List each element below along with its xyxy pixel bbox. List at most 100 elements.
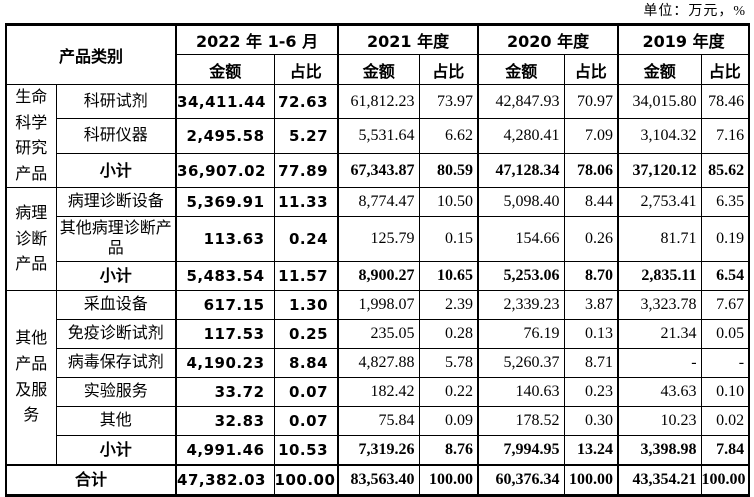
- cell-2019-ratio: 100.00: [700, 463, 750, 497]
- cell-2019-amount: 3,323.78: [617, 290, 702, 321]
- cell-2022-ratio: 72.63: [273, 83, 339, 120]
- table-row: 病毒保存试剂 4,190.23 8.84 4,827.88 5.78 5,260…: [6, 348, 750, 379]
- header-ratio-2019: 占比: [700, 54, 750, 85]
- header-year-2020: 2020 年度: [477, 24, 619, 55]
- cell-2022-ratio: 0.07: [273, 377, 339, 408]
- table-row: 生命科学研究产品 科研试剂 34,411.44 72.63 61,812.23 …: [5, 83, 750, 189]
- cell-2020-amount: 60,376.34: [477, 463, 565, 497]
- cell-2019-ratio: 0.02: [700, 406, 750, 437]
- row-label-subtotal: 小计: [55, 152, 177, 189]
- cell-2021-amount: 67,343.87: [337, 152, 420, 189]
- cell-2020-ratio: 8.44: [563, 187, 619, 218]
- cell-2019-amount: 43.63: [617, 377, 702, 408]
- cell-2020-amount: 4,280.41: [477, 118, 565, 154]
- group-label-pathology-products: 病理诊断产品: [5, 187, 57, 292]
- cell-2021-amount: 1,998.07: [337, 290, 420, 321]
- header-product-category: 产品类别: [5, 24, 177, 85]
- row-label-immuno-diagnostic-reagents: 免疫诊断试剂: [55, 319, 177, 350]
- cell-2021-ratio: 10.50: [418, 187, 479, 218]
- cell-2021-amount: 5,531.64: [337, 118, 420, 154]
- cell-2019-ratio: 0.05: [700, 319, 750, 350]
- cell-2019-ratio: 85.62: [700, 152, 750, 189]
- cell-2019-ratio: 6.35: [700, 187, 750, 218]
- cell-2020-amount: 178.52: [477, 406, 565, 437]
- cell-2022-ratio: 8.84: [273, 348, 339, 379]
- cell-2022-ratio: 77.89: [273, 152, 339, 189]
- header-ratio-2021: 占比: [418, 54, 479, 85]
- cell-2019-ratio: 78.46: [700, 83, 750, 120]
- row-label-grand-total: 合计: [5, 463, 177, 497]
- cell-2022-amount: 4,190.23: [175, 348, 275, 379]
- cell-2021-ratio: 0.09: [418, 406, 479, 437]
- cell-2021-amount: 61,812.23: [337, 83, 420, 120]
- cell-2022-amount: 5,483.54: [175, 261, 275, 292]
- cell-2021-amount: 4,827.88: [337, 348, 420, 379]
- cell-2022-ratio: 0.07: [273, 406, 339, 437]
- unit-label: 单位：万元，%: [643, 4, 746, 19]
- cell-2022-amount: 36,907.02: [175, 152, 275, 189]
- header-amount-2021: 金额: [337, 54, 420, 85]
- cell-2020-ratio: 0.30: [563, 406, 619, 437]
- cell-2021-amount: 7,319.26: [337, 435, 420, 466]
- cell-2019-amount: -: [617, 348, 702, 379]
- cell-2019-ratio: 6.54: [700, 261, 750, 292]
- total-row: 合计 47,382.03 100.00 83,563.40 100.00 60,…: [5, 463, 750, 497]
- group-label-other-products-services: 其他产品及服务: [5, 290, 57, 466]
- table-row: 其他 32.83 0.07 75.84 0.09 178.52 0.30 10.…: [6, 406, 750, 437]
- cell-2022-ratio: 10.53: [273, 435, 339, 466]
- cell-2019-ratio: -: [700, 348, 750, 379]
- cell-2021-ratio: 100.00: [418, 463, 479, 497]
- cell-2019-amount: 10.23: [617, 406, 702, 437]
- cell-2020-ratio: 8.71: [563, 348, 619, 379]
- table-row: 其他病理诊断产品 113.63 0.24 125.79 0.15 154.66 …: [6, 216, 750, 263]
- cell-2019-amount: 2,835.11: [617, 261, 702, 292]
- row-label-subtotal: 小计: [55, 435, 177, 466]
- cell-2019-amount: 3,398.98: [617, 435, 702, 466]
- cell-2021-ratio: 10.65: [418, 261, 479, 292]
- row-label-lab-services: 实验服务: [55, 377, 177, 408]
- cell-2022-ratio: 5.27: [273, 118, 339, 154]
- cell-2020-ratio: 100.00: [563, 463, 619, 497]
- cell-2021-amount: 182.42: [337, 377, 420, 408]
- cell-2021-ratio: 5.78: [418, 348, 479, 379]
- cell-2022-ratio: 100.00: [273, 463, 339, 497]
- header-ratio-2020: 占比: [563, 54, 619, 85]
- cell-2021-amount: 8,774.47: [337, 187, 420, 218]
- group-label-life-science-products: 生命科学研究产品: [5, 83, 57, 189]
- cell-2019-amount: 43,354.21: [617, 463, 702, 497]
- cell-2019-amount: 81.71: [617, 216, 702, 263]
- cell-2020-amount: 7,994.95: [477, 435, 565, 466]
- cell-2020-amount: 76.19: [477, 319, 565, 350]
- cell-2019-amount: 34,015.80: [617, 83, 702, 120]
- cell-2019-ratio: 7.16: [700, 118, 750, 154]
- cell-2020-ratio: 78.06: [563, 152, 619, 189]
- cell-2022-amount: 5,369.91: [175, 187, 275, 218]
- cell-2021-ratio: 0.22: [418, 377, 479, 408]
- cell-2020-ratio: 8.70: [563, 261, 619, 292]
- cell-2022-amount: 4,991.46: [175, 435, 275, 466]
- cell-2020-amount: 2,339.23: [477, 290, 565, 321]
- cell-2022-ratio: 1.30: [273, 290, 339, 321]
- cell-2021-amount: 83,563.40: [337, 463, 420, 497]
- cell-2019-ratio: 0.19: [700, 216, 750, 263]
- subtotal-row: 小计 5,483.54 11.57 8,900.27 10.65 5,253.0…: [6, 261, 750, 292]
- cell-2019-ratio: 0.10: [700, 377, 750, 408]
- row-label-virus-preservation-reagents: 病毒保存试剂: [55, 348, 177, 379]
- header-year-2022: 2022 年 1-6 月: [175, 24, 339, 55]
- cell-2020-amount: 5,260.37: [477, 348, 565, 379]
- cell-2019-amount: 21.34: [617, 319, 702, 350]
- cell-2021-amount: 235.05: [337, 319, 420, 350]
- subtotal-row: 小计 36,907.02 77.89 67,343.87 80.59 47,12…: [6, 152, 750, 189]
- row-label-blood-collection-equipment: 采血设备: [55, 290, 177, 321]
- cell-2022-amount: 34,411.44: [175, 83, 275, 120]
- cell-2021-amount: 75.84: [337, 406, 420, 437]
- table-row: 免疫诊断试剂 117.53 0.25 235.05 0.28 76.19 0.1…: [6, 319, 750, 350]
- cell-2022-amount: 33.72: [175, 377, 275, 408]
- table-row: 科研仪器 2,495.58 5.27 5,531.64 6.62 4,280.4…: [6, 118, 750, 154]
- header-amount-2022: 金额: [175, 54, 275, 85]
- cell-2020-amount: 5,253.06: [477, 261, 565, 292]
- cell-2020-ratio: 0.26: [563, 216, 619, 263]
- cell-2019-amount: 2,753.41: [617, 187, 702, 218]
- cell-2022-ratio: 11.57: [273, 261, 339, 292]
- cell-2019-ratio: 7.67: [700, 290, 750, 321]
